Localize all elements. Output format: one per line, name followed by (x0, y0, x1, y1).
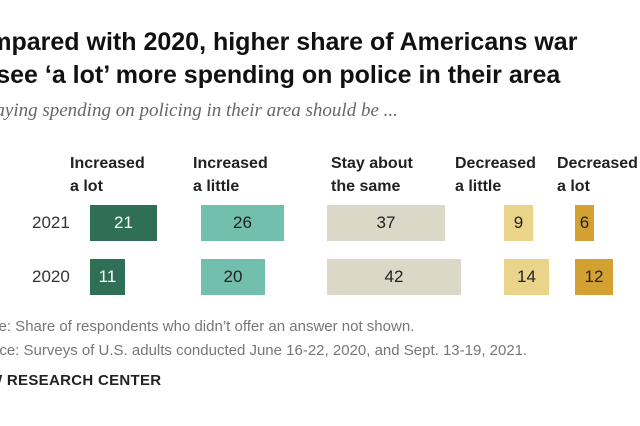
bar-value-label: 42 (384, 267, 404, 286)
bar-value-label: 12 (584, 267, 604, 286)
bar-2020-stay-about-the-same: 42 (327, 259, 461, 295)
row-label-2020: 2020 (32, 267, 70, 286)
column-header-decreased-a-lot: Decreased a lot (557, 152, 638, 198)
bar-2021-decreased-a-lot: 6 (575, 205, 594, 241)
column-header-line: Decreased (455, 155, 536, 172)
column-header-line: a little (455, 178, 502, 195)
chart-source: urce: Surveys of U.S. adults conducted J… (0, 342, 528, 359)
column-header-line: Increased (193, 155, 268, 172)
bar-2020-decreased-a-lot: 12 (575, 259, 613, 295)
bar-2020-increased-a-little: 20 (201, 259, 265, 295)
bar-value-label: 20 (223, 267, 243, 286)
bar-value-label: 6 (579, 213, 590, 232)
column-header-line: Increased (70, 155, 145, 172)
chart-title-line-1: ompared with 2020, higher share of Ameri… (0, 28, 578, 56)
chart-title-line-2: o see ‘a lot’ more spending on police in… (0, 61, 561, 89)
chart-title: ompared with 2020, higher share of Ameri… (0, 26, 640, 92)
bar-value-label: 11 (98, 267, 117, 286)
column-header-line: Stay about (331, 155, 413, 172)
column-header-stay-about-the-same: Stay about the same (331, 152, 413, 198)
column-header-line: a lot (557, 178, 590, 195)
bar-2020-increased-a-lot: 11 (90, 259, 125, 295)
bar-value-label: 21 (114, 213, 133, 232)
organization-name: W RESEARCH CENTER (0, 372, 162, 389)
chart-subtitle: saying spending on policing in their are… (0, 100, 398, 121)
bar-2021-stay-about-the-same: 37 (327, 205, 445, 241)
bar-2021-decreased-a-little: 9 (504, 205, 533, 241)
bar-value-label: 9 (513, 213, 524, 232)
bar-2021-increased-a-lot: 21 (90, 205, 157, 241)
bar-value-label: 37 (376, 213, 396, 232)
row-label-2021: 2021 (32, 213, 70, 232)
column-header-increased-a-little: Increased a little (193, 152, 268, 198)
chart-note: ote: Share of respondents who didn’t off… (0, 318, 415, 335)
column-header-increased-a-lot: Increased a lot (70, 152, 145, 198)
column-header-decreased-a-little: Decreased a little (455, 152, 536, 198)
column-header-line: a little (193, 178, 240, 195)
column-header-line: a lot (70, 178, 103, 195)
bar-value-label: 26 (233, 213, 252, 232)
bar-value-label: 14 (517, 267, 536, 286)
column-header-line: Decreased (557, 155, 638, 172)
bar-2021-increased-a-little: 26 (201, 205, 284, 241)
bar-2020-decreased-a-little: 14 (504, 259, 549, 295)
column-header-line: the same (331, 178, 401, 195)
